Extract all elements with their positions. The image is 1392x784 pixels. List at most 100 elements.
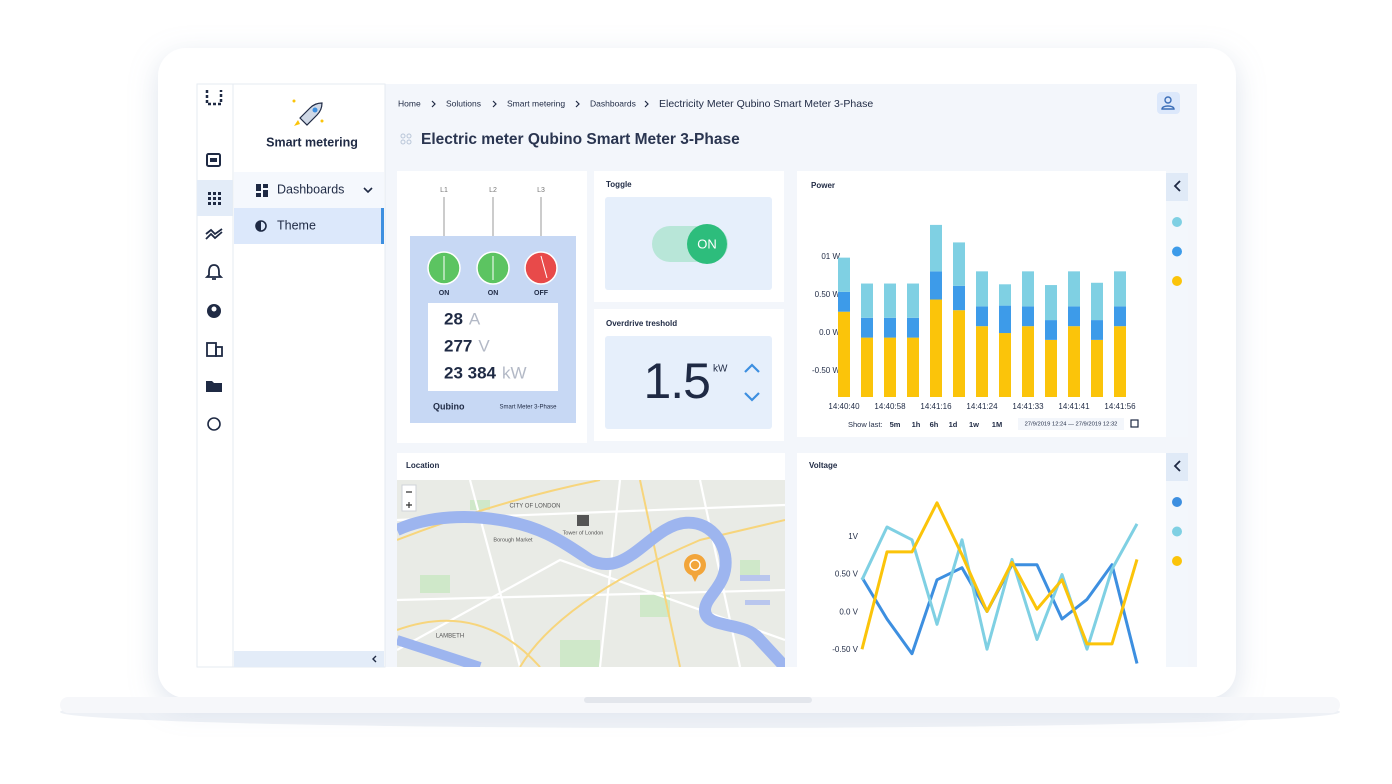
- bar-segment: [1114, 326, 1126, 397]
- legend-chevron: [1173, 460, 1181, 472]
- phase-state: OFF: [534, 290, 549, 297]
- x-tick-label: 14:41:16: [920, 402, 952, 411]
- legend-dot: [1172, 556, 1182, 566]
- toggle-knob[interactable]: [687, 224, 727, 264]
- menu-item[interactable]: Theme: [277, 218, 316, 232]
- bar-segment: [861, 337, 873, 397]
- bar-segment: [1045, 339, 1057, 397]
- legend-dot: [1172, 217, 1182, 227]
- breadcrumb-link[interactable]: Solutions: [446, 98, 481, 108]
- legend-panel: [1166, 171, 1188, 437]
- bar-segment: [999, 284, 1011, 306]
- range-option[interactable]: 1w: [969, 420, 979, 429]
- bar-segment: [884, 317, 896, 338]
- bar-segment: [976, 306, 988, 327]
- range-option[interactable]: 1M: [992, 420, 1002, 429]
- bar-segment: [1045, 285, 1057, 321]
- user-icon: [1164, 96, 1172, 104]
- switch-lever: [540, 255, 548, 279]
- card-title: Location: [406, 461, 439, 470]
- power-chart: Power -0.50 W 0.0 W 0.50 W 01 W 14:40:40 14:40…: [811, 181, 1182, 430]
- bar-segment: [861, 283, 873, 318]
- breadcrumb-link[interactable]: Home: [398, 98, 421, 108]
- bar-segment: [1022, 326, 1034, 397]
- title-icon: [400, 133, 412, 145]
- x-tick-label: 14:40:40: [828, 402, 860, 411]
- y-tick-label: 0.50 W: [815, 290, 841, 299]
- app-title: Smart metering: [266, 135, 358, 149]
- y-tick-label: 01 W: [821, 252, 840, 261]
- laptop-notch: [584, 697, 812, 703]
- laptop-base: [60, 697, 1340, 713]
- phase-label: L1: [440, 187, 448, 194]
- bar-segment: [976, 271, 988, 307]
- phase-state: ON: [439, 290, 450, 297]
- bar-segment: [953, 310, 965, 397]
- overdrive-value: 1.5: [643, 353, 710, 409]
- breadcrumb-current: Electricity Meter Qubino Smart Meter 3-P…: [659, 98, 873, 110]
- bar-segment: [930, 224, 942, 272]
- map-label: CITY OF LONDON: [510, 504, 561, 510]
- legend-chevron: [1173, 180, 1181, 192]
- x-tick-label: 14:41:56: [1104, 402, 1136, 411]
- range-option[interactable]: 5m: [890, 420, 901, 429]
- increase-button[interactable]: [744, 363, 760, 373]
- y-tick-label: 0.0 V: [839, 607, 858, 616]
- bar-segment: [953, 285, 965, 311]
- bar-segment: [907, 317, 919, 338]
- bar-segment: [861, 317, 873, 338]
- y-tick-label: -0.50 W: [812, 366, 840, 375]
- calendar-icon[interactable]: [1130, 419, 1139, 428]
- rail-icons[interactable]: [204, 153, 224, 431]
- rocket-icon: [292, 99, 324, 126]
- overdrive-unit: kW: [713, 364, 728, 375]
- reading-unit: V: [478, 336, 490, 355]
- map-label: Borough Market: [493, 537, 533, 543]
- bar-segment: [976, 326, 988, 397]
- dashboards-icon: [256, 184, 268, 197]
- bar-segment: [1091, 339, 1103, 397]
- x-tick-label: 14:41:33: [1012, 402, 1044, 411]
- bar-segment: [907, 337, 919, 397]
- card-title: Overdrive treshold: [606, 319, 677, 328]
- x-tick-label: 14:41:41: [1058, 402, 1090, 411]
- sidebar-collapse[interactable]: [234, 651, 384, 667]
- date-range-bg[interactable]: [1018, 418, 1124, 430]
- theme-icon-half: [256, 221, 261, 231]
- reading-unit: kW: [502, 363, 527, 382]
- bar-segment: [1068, 271, 1080, 307]
- range-option[interactable]: 1d: [949, 420, 958, 429]
- breadcrumb-separator: [431, 100, 436, 108]
- meter: L1 ON L2 ON L3 OFF 28 A 277 V 23 384 kW: [427, 187, 558, 382]
- breadcrumb-separator: [575, 100, 580, 108]
- menu-item[interactable]: Dashboards: [277, 182, 344, 196]
- decrease-button[interactable]: [744, 392, 760, 402]
- user-icon-body: [1161, 105, 1175, 110]
- range-option[interactable]: 6h: [930, 420, 939, 429]
- menu-selected-marker: [381, 208, 384, 244]
- bar-segment: [1114, 306, 1126, 327]
- breadcrumb-link[interactable]: Smart metering: [507, 98, 565, 108]
- map-label: Tower of London: [563, 530, 604, 536]
- legend-dot: [1172, 246, 1182, 257]
- bar-segment: [1045, 320, 1057, 340]
- range-option[interactable]: 1h: [912, 420, 921, 429]
- voltage-chart: Voltage -0.50 V 0.0 V 0.50 V 1V: [809, 461, 1182, 664]
- reading-value: 277: [444, 336, 472, 355]
- reading-value: 28: [444, 309, 463, 328]
- y-tick-label: 0.0 W: [819, 328, 840, 337]
- x-tick-label: 14:40:58: [874, 402, 906, 411]
- breadcrumb-link[interactable]: Dashboards: [590, 98, 636, 108]
- chart-title: Voltage: [809, 461, 838, 470]
- bar-segment: [907, 283, 919, 318]
- card-title: Toggle: [606, 180, 632, 189]
- page-title: Electric meter Qubino Smart Meter 3-Phas…: [421, 131, 740, 148]
- bar-segment: [884, 283, 896, 318]
- chevron: [363, 187, 373, 194]
- breadcrumb-separator: [644, 100, 649, 108]
- y-tick-label: -0.50 V: [832, 645, 858, 654]
- chart-title: Power: [811, 181, 835, 190]
- map[interactable]: CITY OF LONDON Tower of London Borough M…: [397, 480, 785, 667]
- bar-segment: [1091, 282, 1103, 321]
- meter-display: [428, 303, 558, 391]
